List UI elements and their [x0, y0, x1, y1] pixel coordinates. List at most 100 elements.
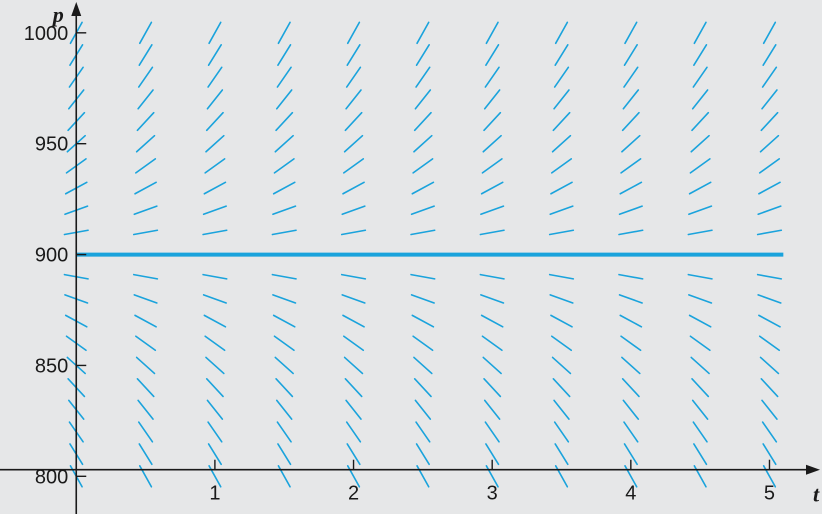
slope-segment [272, 205, 297, 216]
slope-segment [688, 294, 713, 304]
slope-segment [411, 181, 435, 195]
slope-segment [618, 294, 643, 304]
slope-segment [342, 314, 365, 328]
y-tick-label: 800 [35, 466, 68, 488]
slope-segment [688, 181, 712, 195]
slope-segment [554, 43, 569, 67]
slope-segment [413, 111, 432, 132]
slope-segment [136, 111, 155, 132]
slope-segment [621, 378, 640, 398]
slope-segment [693, 21, 707, 45]
slope-segment [623, 443, 638, 466]
slope-segment [548, 273, 575, 280]
slope-segment [346, 43, 361, 67]
slope-segment [757, 205, 782, 216]
slope-segment [340, 229, 367, 236]
slope-segment [549, 294, 574, 304]
slope-segment [622, 89, 640, 110]
slope-segment [207, 43, 223, 67]
slope-segment [760, 111, 779, 132]
slope-segment [553, 89, 570, 110]
slope-segment [272, 181, 296, 195]
slope-segment [136, 378, 155, 398]
slope-segment [415, 443, 430, 466]
slope-segment [481, 335, 503, 352]
slope-segment [550, 314, 573, 328]
y-axis-label: p [51, 2, 64, 27]
x-tick-label: 5 [764, 483, 775, 505]
slope-segment [759, 134, 780, 153]
slope-segment [482, 356, 502, 375]
slope-segment [480, 314, 504, 328]
slope-segment [275, 111, 294, 132]
slope-segment [549, 205, 574, 216]
slope-segment [761, 89, 778, 110]
slope-segment [271, 273, 297, 280]
slope-segment [548, 229, 575, 236]
slope-segment [760, 378, 779, 398]
slope-segment [485, 21, 499, 45]
slope-segment [691, 378, 710, 398]
slope-segment [135, 134, 156, 153]
slope-segment [756, 229, 783, 236]
slope-segment [137, 399, 154, 420]
slope-segment [275, 89, 293, 110]
slope-segment [757, 294, 782, 304]
slope-segment [692, 421, 708, 443]
slope-segment [414, 89, 432, 110]
slope-segment [205, 356, 225, 375]
slope-segment [687, 229, 713, 236]
slope-segment [484, 66, 500, 88]
slope-segment [621, 134, 641, 153]
slope-segment [413, 378, 432, 398]
slope-segment [413, 134, 433, 153]
slope-segment [620, 335, 642, 352]
slope-segment [552, 378, 571, 398]
slope-segment [275, 378, 294, 398]
slope-segment [689, 335, 711, 352]
x-tick-label: 1 [209, 483, 220, 505]
y-tick-label: 900 [35, 245, 68, 267]
slope-segment [343, 335, 365, 352]
slope-segment [758, 181, 781, 195]
slope-segment [412, 158, 434, 174]
slope-segment [552, 111, 571, 132]
slope-segment [414, 399, 432, 420]
slope-segment [204, 335, 226, 352]
slope-segment [758, 158, 781, 174]
slope-segment [485, 43, 500, 67]
x-axis-label: t [813, 482, 820, 507]
slope-segment [484, 421, 500, 443]
slope-segment [346, 21, 361, 45]
slope-segment [756, 273, 783, 280]
slope-segment [135, 335, 157, 352]
slope-segment [483, 89, 501, 110]
slope-segment [202, 205, 227, 216]
slope-segment [132, 273, 159, 280]
slope-segment [343, 158, 365, 174]
slope-segment [692, 66, 708, 88]
slope-segment [206, 399, 224, 420]
slope-segment [275, 399, 293, 420]
slope-segment [761, 66, 778, 88]
slope-segment [411, 314, 435, 328]
slope-segment [621, 111, 640, 132]
slope-segment [483, 378, 502, 398]
slope-segment [480, 205, 505, 216]
slope-segment [132, 229, 159, 236]
slope-segment [137, 89, 154, 110]
slope-segment [687, 273, 713, 280]
slope-segment [688, 205, 713, 216]
slope-segment [342, 181, 365, 195]
slope-segment [688, 314, 712, 328]
slope-segment [273, 335, 295, 352]
slope-segment [134, 181, 157, 195]
slope-segment [203, 181, 227, 195]
slope-segment [343, 134, 364, 153]
slope-segment [480, 294, 505, 304]
slope-segment [619, 314, 643, 328]
slope-segment [134, 314, 157, 328]
